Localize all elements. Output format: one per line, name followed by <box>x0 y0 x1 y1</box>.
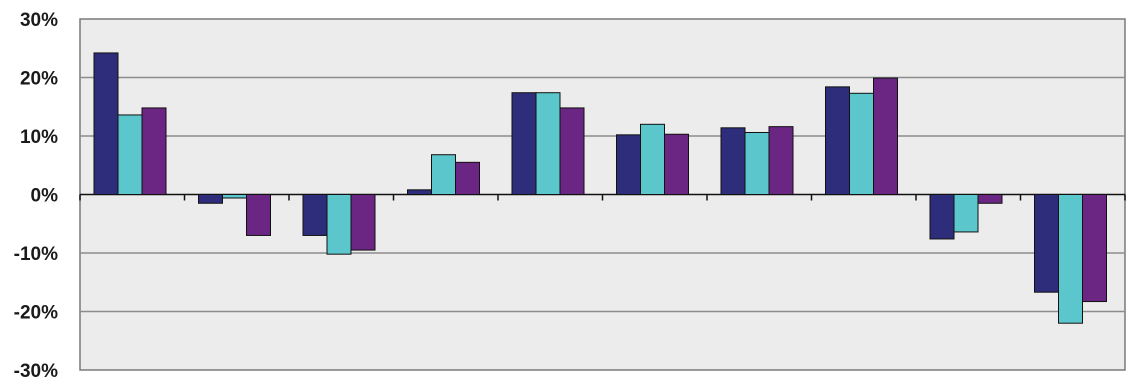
bar <box>616 134 641 195</box>
bar <box>873 77 898 195</box>
bar <box>559 107 585 195</box>
y-tick-label: 20% <box>20 69 58 90</box>
bar <box>953 194 979 233</box>
bar <box>768 126 794 195</box>
bar <box>849 92 874 195</box>
bar <box>246 194 271 236</box>
bar <box>350 194 376 251</box>
bar <box>929 194 955 240</box>
bar <box>640 123 665 195</box>
y-tick-label: -10% <box>14 244 58 265</box>
bar <box>744 131 770 196</box>
bar <box>1058 194 1083 324</box>
y-axis-tick-labels: 30% 20% 10% 0% -10% -20% -30% <box>14 10 58 377</box>
bar <box>825 86 850 195</box>
bar <box>302 194 328 236</box>
y-tick-label: 0% <box>31 186 59 207</box>
y-tick-label: -20% <box>14 303 58 324</box>
bar <box>1082 194 1107 303</box>
bar <box>1034 194 1059 293</box>
bar <box>326 194 352 255</box>
bar <box>720 127 746 195</box>
y-tick-label: 10% <box>20 127 58 148</box>
bar <box>93 52 119 196</box>
bar <box>977 194 1003 204</box>
bar <box>407 189 432 196</box>
gridlines <box>80 76 1125 313</box>
bar <box>431 154 456 195</box>
bar <box>664 133 689 195</box>
y-tick-label: 30% <box>20 10 58 31</box>
bar <box>535 92 561 195</box>
bar <box>455 161 480 195</box>
bar <box>117 114 143 195</box>
bar <box>141 107 167 195</box>
bars <box>93 52 1107 324</box>
y-tick-label: -30% <box>14 361 58 377</box>
bar <box>198 194 223 204</box>
bar <box>222 194 247 199</box>
bar <box>511 92 537 195</box>
